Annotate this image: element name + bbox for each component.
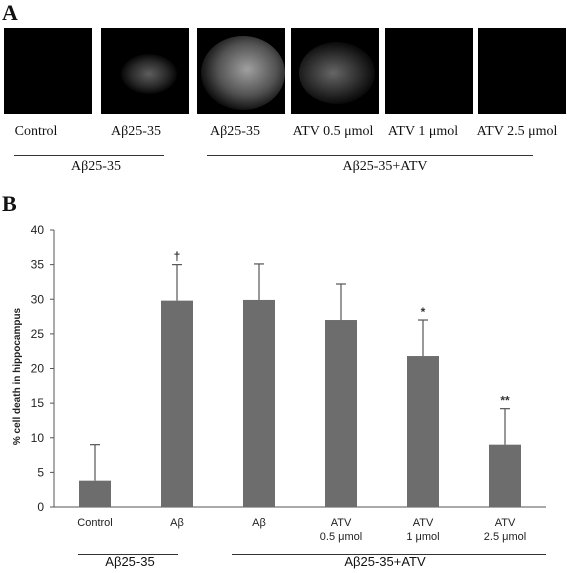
y-tick-label-1: 5	[37, 465, 44, 479]
panel-b-letter: B	[2, 191, 17, 216]
micrograph-abeta-1	[101, 28, 189, 114]
y-tick-label-2: 10	[31, 431, 45, 445]
micrograph-atv-0-5	[291, 28, 379, 114]
panel-b-group-label-1: Aβ25-35	[105, 554, 155, 569]
significance-mark-4: *	[421, 305, 426, 319]
x-tick-label-5: ATV	[495, 517, 516, 529]
micrograph-label-control: Control	[14, 124, 58, 139]
x-tick-label-4: ATV	[413, 517, 434, 529]
bar-3	[325, 320, 357, 507]
bar-1	[161, 300, 193, 507]
panel-a-group-line-2	[207, 155, 533, 156]
x-tick-label-0: Control	[77, 517, 112, 529]
micrograph-atv-1	[385, 28, 473, 114]
significance-mark-5: **	[500, 394, 510, 408]
bar-chart: 0 5 10 15 20 25 30 35 40 % cell death in hippocam…	[12, 223, 546, 543]
y-tick-label-8: 40	[31, 223, 45, 237]
panel-a-group-line-1	[14, 155, 164, 156]
bar-5	[489, 444, 521, 507]
micrograph-abeta-2	[197, 28, 285, 114]
y-tick-label-6: 30	[31, 292, 45, 306]
panel-a-letter: A	[2, 0, 18, 25]
y-tick-label-5: 25	[31, 327, 45, 341]
micrograph-label-abeta-1: Aβ25-35	[111, 124, 161, 139]
micrograph-label-atv-2-5: ATV 2.5 μmol	[476, 124, 558, 139]
micrograph-atv-2-5	[478, 28, 566, 114]
x-tick-label-1: Aβ	[170, 517, 184, 529]
micrograph-control	[4, 28, 92, 114]
x-tick-label-3: ATV	[331, 517, 352, 529]
y-tick-label-3: 15	[31, 396, 45, 410]
y-tick-label-7: 35	[31, 258, 45, 272]
micrograph-label-atv-0-5: ATV 0.5 μmol	[292, 124, 374, 139]
x-tick-sublabel-4: 1 μmol	[406, 531, 439, 543]
panel-b-group-line-1	[78, 554, 178, 555]
significance-mark-1: †	[174, 250, 181, 264]
bar-4	[407, 356, 439, 507]
micrograph-label-abeta-2: Aβ25-35	[210, 124, 260, 139]
x-tick-sublabel-3: 0.5 μmol	[320, 531, 362, 543]
y-tick-label-4: 20	[31, 362, 45, 376]
micrograph-label-atv-1: ATV 1 μmol	[387, 124, 459, 139]
panel-a-group-label-2: Aβ25-35+ATV	[342, 159, 428, 174]
panel-a-group-label-1: Aβ25-35	[71, 159, 121, 174]
x-tick-label-2: Aβ	[252, 517, 266, 529]
bar-0	[79, 480, 111, 507]
x-tick-sublabel-5: 2.5 μmol	[484, 531, 526, 543]
y-tick-label-0: 0	[37, 500, 44, 514]
panel-b-group-line-2	[232, 554, 546, 555]
bar-2	[243, 299, 275, 507]
panel-b-group-label-2: Aβ25-35+ATV	[344, 554, 426, 569]
y-axis-label: % cell death in hippocampus	[12, 307, 23, 445]
